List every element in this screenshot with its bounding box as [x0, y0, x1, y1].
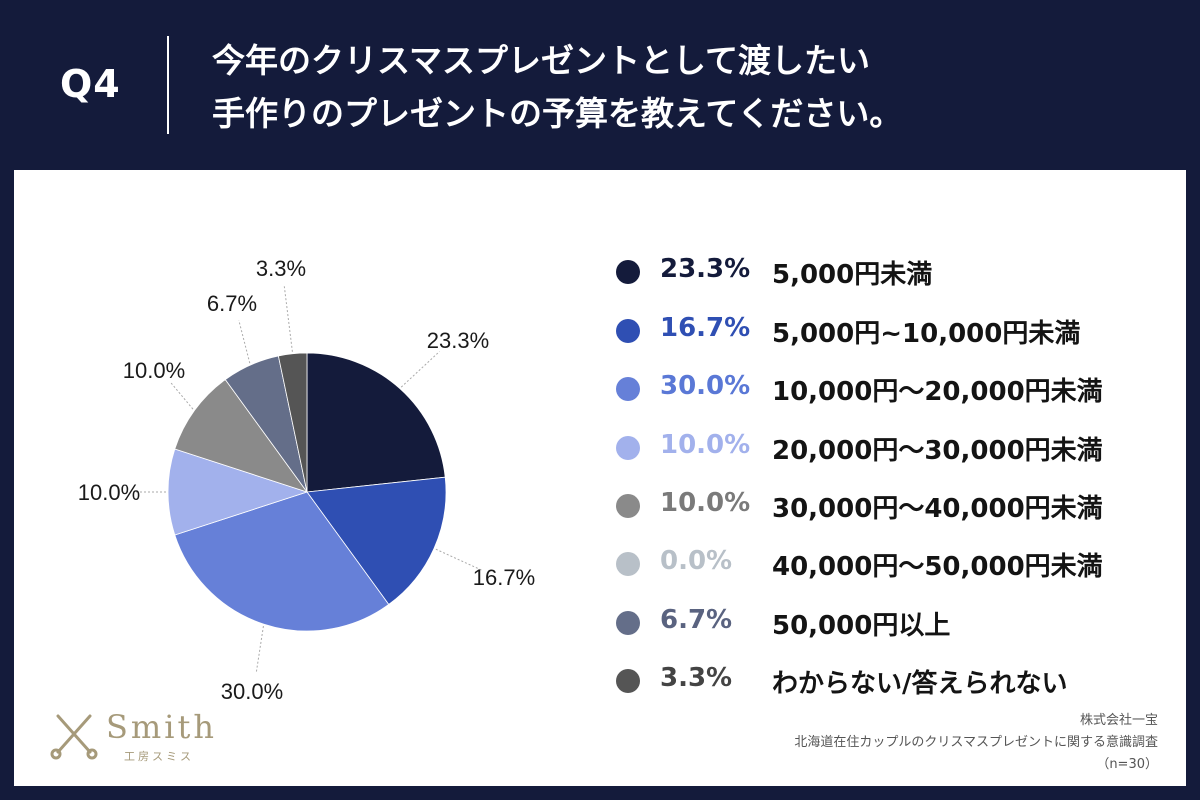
legend-label: 5,000円~10,000円未満: [772, 319, 1081, 349]
slice-percent-label: 10.0%: [78, 480, 140, 505]
question-title-line-2: 手作りのプレゼントの予算を教えてください。: [212, 94, 903, 133]
legend-swatch: [616, 552, 640, 576]
slice-percent-label: 3.3%: [256, 256, 306, 281]
logo-name: Smith: [106, 708, 217, 746]
leader-lines: [133, 285, 482, 674]
legend-label: 50,000円以上: [772, 611, 951, 641]
legend-label: 5,000円未満: [772, 260, 933, 290]
question-title-line-1: 今年のクリスマスプレゼントとして渡したい: [212, 41, 871, 80]
question-title: 今年のクリスマスプレゼントとして渡したい 手作りのプレゼントの予算を教えてくださ…: [212, 34, 902, 140]
legend-percent: 10.0%: [660, 488, 751, 518]
legend-percent: 0.0%: [660, 546, 733, 576]
question-number: Q4: [60, 62, 121, 106]
slice-percent-label: 30.0%: [221, 679, 283, 704]
legend-percent: 30.0%: [660, 371, 751, 401]
pie-slice: [167, 448, 309, 536]
chart-panel: 23.3% 16.7% 30.0% 10.0% 10.0% 6.7% 3.3% 23.3% …: [14, 170, 1186, 786]
legend-swatch: [616, 260, 640, 284]
slice-percent-label: 10.0%: [123, 358, 185, 383]
slice-labels: 23.3% 16.7% 30.0% 10.0% 10.0% 6.7% 3.3%: [78, 256, 535, 704]
source-note: 株式会社一宝 北海道在住カップルのクリスマスプレゼントに関する意識調査 （n=3…: [794, 710, 1158, 776]
legend-percent: 10.0%: [660, 430, 751, 460]
legend-label: 30,000円〜40,000円未満: [772, 494, 1103, 524]
pie-chart: 23.3% 16.7% 30.0% 10.0% 10.0% 6.7% 3.3%: [78, 256, 535, 704]
slice-percent-label: 23.3%: [427, 328, 489, 353]
slice-percent-label: 6.7%: [207, 291, 257, 316]
pie-slice: [174, 491, 390, 632]
source-survey: 北海道在住カップルのクリスマスプレゼントに関する意識調査: [794, 735, 1158, 750]
slice-percent-label: 16.7%: [473, 565, 535, 590]
pie-slices: [167, 352, 447, 632]
source-company: 株式会社一宝: [1079, 713, 1158, 728]
legend-percent: 3.3%: [660, 663, 733, 693]
leader-line: [400, 351, 440, 388]
header-divider: [167, 36, 169, 134]
source-sample: （n=30）: [1096, 757, 1158, 772]
legend-label: わからない/答えられない: [772, 669, 1068, 699]
legend-swatch: [616, 319, 640, 343]
leader-line: [238, 320, 251, 364]
legend-percent: 23.3%: [660, 254, 751, 284]
logo: Smith 工房スミス: [48, 702, 228, 763]
header: Q4 今年のクリスマスプレゼントとして渡したい 手作りのプレゼントの予算を教えて…: [0, 0, 1200, 170]
legend-percent: 6.7%: [660, 605, 733, 635]
legend-label: 10,000円〜20,000円未満: [772, 377, 1103, 407]
legend-swatch: [616, 669, 640, 693]
leader-line: [283, 285, 293, 352]
legend-swatch: [616, 377, 640, 401]
logo-subtitle: 工房スミス: [124, 750, 194, 763]
legend-percent: 16.7%: [660, 313, 751, 343]
leader-line: [170, 382, 194, 410]
legend-swatch: [616, 436, 640, 460]
leader-line: [435, 548, 482, 571]
legend-swatch: [616, 611, 640, 635]
pie-slice: [306, 352, 446, 493]
pie-slice: [174, 378, 309, 493]
pie-slice: [306, 476, 447, 606]
pie-slice: [277, 352, 308, 493]
legend-label: 40,000円〜50,000円未満: [772, 552, 1103, 582]
scissors-icon: [50, 714, 98, 760]
leader-line: [255, 626, 264, 674]
legend-swatch: [616, 494, 640, 518]
legend-label: 20,000円〜30,000円未満: [772, 436, 1103, 466]
